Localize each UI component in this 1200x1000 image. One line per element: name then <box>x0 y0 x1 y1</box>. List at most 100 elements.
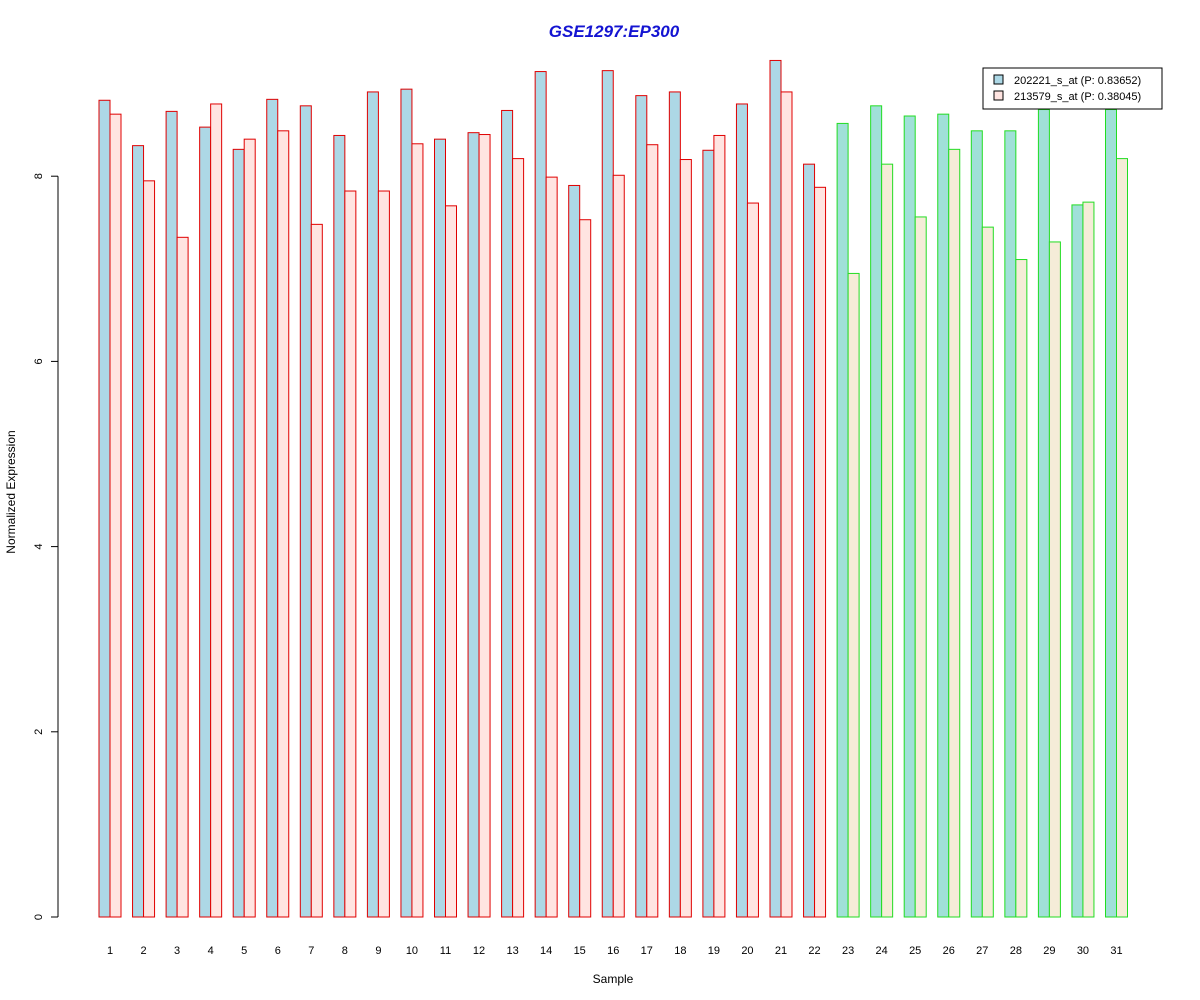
legend-box <box>982 67 1163 110</box>
bar-series-1-sample-21 <box>769 59 782 918</box>
bar-series-2-sample-6 <box>277 130 290 918</box>
bar-series-1-sample-6 <box>266 98 279 918</box>
bar-series-2-sample-21 <box>780 91 793 918</box>
bar-series-2-sample-16 <box>612 174 625 918</box>
y-axis-label: Normalized Expression <box>4 430 18 553</box>
bar-series-2-sample-8 <box>344 190 357 918</box>
bar-series-2-sample-13 <box>512 158 525 918</box>
x-tick-label: 12 <box>473 945 485 957</box>
bar-series-2-sample-7 <box>310 223 323 918</box>
bar-series-1-sample-9 <box>366 91 379 918</box>
x-tick-label: 11 <box>440 945 451 957</box>
x-tick-label: 1 <box>107 945 113 957</box>
bar-series-2-sample-4 <box>210 103 223 918</box>
bar-series-1-sample-3 <box>165 110 178 918</box>
x-tick-label: 4 <box>208 945 214 957</box>
x-tick-labels: 1 2 3 4 5 6 7 8 9 10 11 12 13 14 15 16 17 18 19 20 21 22 23 24 2… <box>107 945 1123 957</box>
bar-series-1-sample-18 <box>668 91 681 918</box>
bar-series-1-sample-22 <box>803 163 816 918</box>
chart-title: GSE1297:EP300 <box>549 22 680 41</box>
bar-series-2-sample-5 <box>243 138 256 918</box>
bar-series-2-sample-23 <box>847 272 860 918</box>
x-tick-label: 10 <box>406 945 418 957</box>
bar-series-2-sample-2 <box>143 180 156 918</box>
x-tick-label: 18 <box>674 945 686 957</box>
bar-series-1-sample-28 <box>1004 130 1017 918</box>
x-tick-label: 20 <box>741 945 753 957</box>
bar-series-1-sample-20 <box>735 103 748 918</box>
bar-series-2-sample-10 <box>411 143 424 918</box>
bar-series-1-sample-1 <box>98 99 111 918</box>
bar-series-2-sample-11 <box>445 205 457 918</box>
bar-series-1-sample-26 <box>937 113 950 918</box>
bar-series-1-sample-7 <box>299 105 312 918</box>
bar-series-2-sample-28 <box>1015 259 1028 918</box>
x-tick-label: 21 <box>775 945 787 957</box>
legend-label-series-2: 213579_s_at (P: 0.38045) <box>1014 91 1141 103</box>
bar-series-2-sample-25 <box>914 216 927 918</box>
x-tick-label: 16 <box>607 945 619 957</box>
bar-series-2-sample-26 <box>948 148 961 918</box>
bar-series-1-sample-5 <box>232 148 245 918</box>
bar-series-2-sample-17 <box>646 144 659 918</box>
bar-series-1-sample-15 <box>568 184 581 918</box>
x-tick-label: 30 <box>1077 945 1089 957</box>
bar-series-1-sample-30 <box>1071 204 1084 918</box>
x-tick-label: 19 <box>708 945 720 957</box>
x-tick-label: 8 <box>342 945 348 957</box>
bar-series-2-sample-19 <box>713 134 726 918</box>
bar-series-1-sample-11 <box>434 138 446 918</box>
x-tick-label: 6 <box>275 945 281 957</box>
bar-series-1-sample-19 <box>702 149 715 918</box>
legend-swatch-series-2 <box>993 90 1004 101</box>
x-tick-label: 13 <box>506 945 518 957</box>
y-axis: 0 2 4 6 8 <box>33 173 59 920</box>
bar-series-1-sample-31 <box>1105 109 1117 918</box>
x-tick-label: 25 <box>909 945 921 957</box>
bar-series-2-sample-27 <box>981 226 994 918</box>
x-tick-label: 14 <box>540 945 552 957</box>
x-tick-label: 3 <box>174 945 180 957</box>
x-tick-label: 23 <box>842 945 854 957</box>
bar-series-1-sample-12 <box>467 132 480 918</box>
y-tick-label: 8 <box>33 173 45 179</box>
bar-series-1-sample-17 <box>635 95 648 918</box>
x-tick-label: 5 <box>241 945 247 957</box>
bars-group <box>98 59 1128 918</box>
bar-series-1-sample-29 <box>1037 109 1050 918</box>
legend: 202221_s_at (P: 0.83652) 213579_s_at (P:… <box>982 67 1163 110</box>
x-tick-label: 9 <box>375 945 381 957</box>
bar-series-2-sample-20 <box>746 202 759 918</box>
bar-series-2-sample-3 <box>176 236 189 918</box>
bar-series-1-sample-27 <box>970 130 983 918</box>
y-tick-label: 6 <box>33 358 45 364</box>
x-tick-label: 28 <box>1010 945 1022 957</box>
bar-series-1-sample-13 <box>501 109 514 918</box>
legend-swatch-series-1 <box>993 74 1004 85</box>
x-tick-label: 2 <box>140 945 146 957</box>
bar-series-2-sample-29 <box>1048 241 1061 918</box>
bar-series-1-sample-25 <box>903 115 916 918</box>
bar-series-2-sample-9 <box>377 190 390 918</box>
y-tick-label: 4 <box>33 544 45 550</box>
bar-series-2-sample-31 <box>1116 158 1128 918</box>
bar-series-2-sample-18 <box>679 159 692 918</box>
bar-series-2-sample-12 <box>478 134 491 918</box>
x-axis-label: Sample <box>593 972 634 986</box>
x-tick-label: 27 <box>976 945 988 957</box>
y-tick-label: 2 <box>33 729 45 735</box>
bar-series-2-sample-30 <box>1082 201 1095 918</box>
bar-series-1-sample-16 <box>601 70 614 918</box>
bar-series-2-sample-24 <box>881 163 894 918</box>
bar-series-1-sample-10 <box>400 88 413 918</box>
bar-series-2-sample-14 <box>545 176 558 918</box>
x-tick-label: 15 <box>574 945 586 957</box>
x-tick-label: 26 <box>943 945 955 957</box>
bar-series-1-sample-4 <box>199 126 212 918</box>
y-tick-label: 0 <box>33 914 45 920</box>
x-tick-label: 22 <box>808 945 820 957</box>
bar-series-2-sample-22 <box>814 186 827 918</box>
bar-series-1-sample-24 <box>870 105 883 918</box>
bar-series-2-sample-1 <box>109 113 122 918</box>
